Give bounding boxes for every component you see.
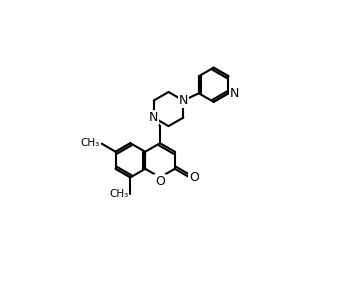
Text: O: O [189, 171, 199, 184]
Text: O: O [155, 175, 165, 188]
Text: CH₃: CH₃ [109, 189, 129, 199]
Text: N: N [149, 111, 159, 124]
Text: N: N [230, 87, 239, 100]
Text: N: N [179, 94, 188, 107]
Text: CH₃: CH₃ [80, 138, 100, 148]
